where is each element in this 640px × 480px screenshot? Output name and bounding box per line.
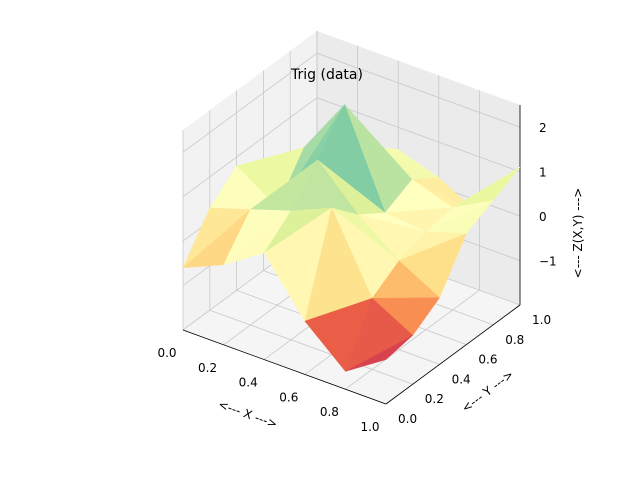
y-tick-label: 0.2 [425, 392, 444, 406]
x-axis-line [182, 329, 387, 405]
x-tick-label: 0.6 [279, 390, 298, 404]
z-tick-label: 1 [539, 166, 547, 180]
y-tick-label: 0.4 [452, 372, 471, 386]
grid-line-z [182, 52, 521, 153]
y-tick-label: 0.0 [398, 412, 417, 426]
y-tick-label: 0.6 [478, 353, 497, 367]
surface-facet [345, 335, 413, 372]
tick-labels: 0.0 0.2 0.4 0.6 0.8 1.0 0.0 0.2 0.4 0.6 0.8 1.0 −1 0 1… [157, 121, 556, 434]
y-tick-label: 0.8 [505, 333, 524, 347]
y-tick-label: 1.0 [532, 313, 551, 327]
x-tick-label: 0.0 [157, 346, 176, 360]
grid-line-z [182, 97, 521, 198]
x-tick-label: 0.4 [239, 376, 258, 390]
x-tick-label: 1.0 [360, 420, 379, 434]
z-tick-label: 0 [539, 210, 547, 224]
chart-title: Trig (data) [290, 67, 363, 83]
axis-lines [182, 105, 521, 405]
x-tick-label: 0.2 [198, 361, 217, 375]
surface-plot [182, 104, 521, 372]
z-tick-label: 2 [539, 121, 547, 135]
z-tick-label: −1 [539, 255, 557, 269]
x-tick-label: 0.8 [320, 405, 339, 419]
y-axis-line [385, 304, 521, 405]
z-axis-label: <--- Z(X,Y) ---> [571, 188, 585, 279]
